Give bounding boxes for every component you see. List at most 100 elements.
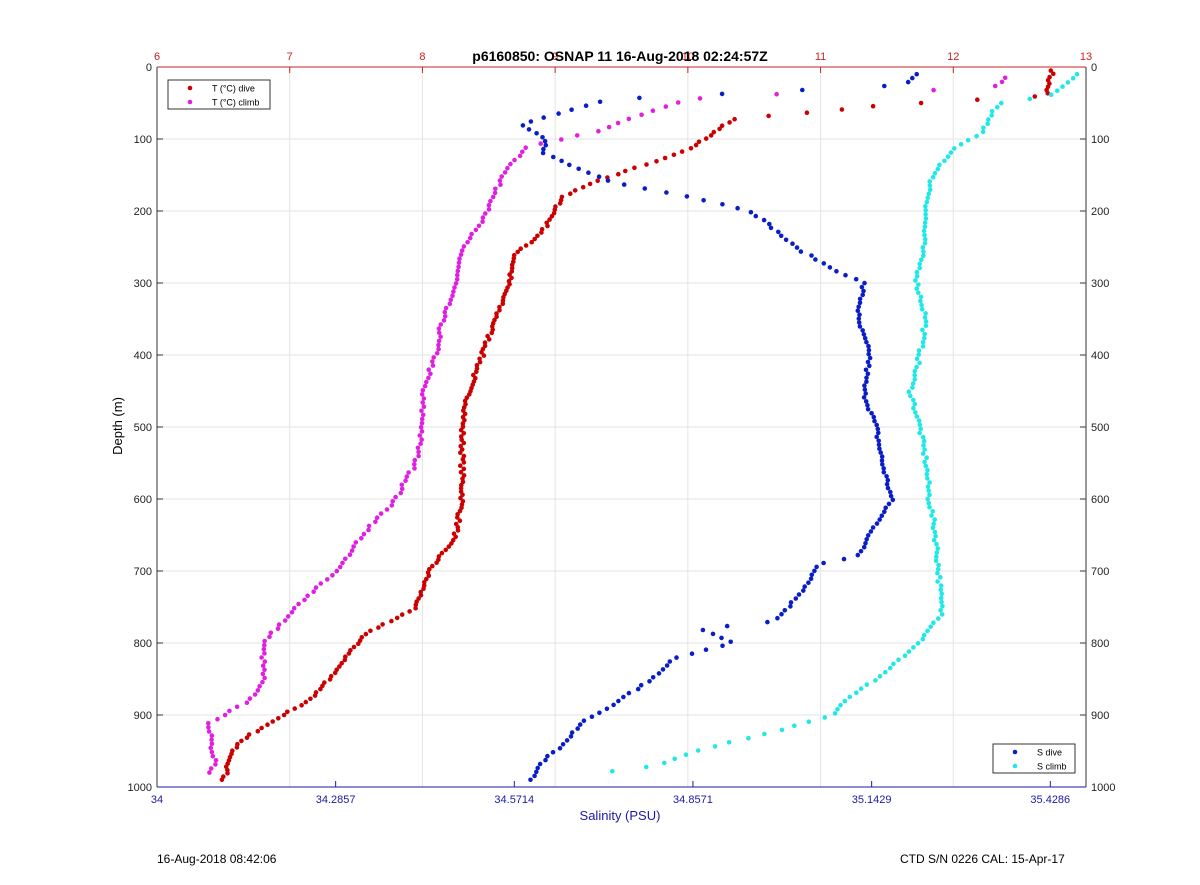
data-point: [461, 244, 467, 249]
data-point: [834, 269, 839, 274]
data-point: [208, 766, 214, 771]
data-point: [568, 734, 574, 739]
data-point: [209, 733, 215, 738]
data-point: [497, 178, 503, 183]
data-point: [927, 187, 933, 192]
data-point: [779, 727, 785, 733]
data-point: [861, 332, 867, 337]
data-point: [343, 556, 348, 562]
data-point: [914, 274, 920, 279]
data-point: [896, 657, 901, 663]
data-point: [679, 149, 685, 154]
data-point: [908, 393, 913, 399]
data-point: [927, 492, 932, 498]
data-point: [337, 664, 342, 669]
data-point: [920, 344, 926, 349]
data-point: [448, 297, 454, 303]
data-point: [455, 528, 461, 533]
data-point: [870, 103, 876, 109]
data-point: [206, 725, 211, 730]
data-point: [227, 708, 232, 714]
data-point: [209, 749, 215, 755]
data-point: [720, 202, 725, 207]
legend-box: [167, 79, 271, 110]
data-point: [312, 693, 318, 698]
data-point: [866, 343, 871, 349]
data-point: [936, 616, 941, 621]
chart-title: p6160850: OSNAP 11 16-Aug-2018 02:24:57Z: [472, 48, 768, 64]
data-point: [927, 183, 933, 188]
data-point: [509, 262, 515, 268]
data-point: [842, 698, 848, 704]
data-point: [719, 123, 725, 128]
data-point: [884, 474, 889, 479]
data-point: [457, 518, 463, 523]
data-point: [337, 564, 343, 570]
data-point: [933, 533, 938, 539]
data-point: [621, 694, 626, 700]
data-point: [461, 466, 467, 472]
data-point: [925, 195, 930, 201]
data-point: [806, 580, 811, 585]
data-point: [937, 162, 942, 168]
data-point: [434, 560, 439, 566]
data-point: [289, 610, 295, 615]
data-point: [890, 497, 896, 503]
data-point: [442, 309, 448, 315]
data-point: [1065, 80, 1071, 85]
data-point: [877, 446, 882, 452]
data-point: [518, 246, 523, 251]
data-point: [498, 182, 503, 187]
data-point: [346, 651, 352, 656]
data-point: [939, 599, 944, 605]
data-point: [626, 690, 632, 696]
data-point: [913, 278, 918, 283]
data-point: [888, 489, 893, 495]
data-point: [663, 104, 669, 109]
data-point: [380, 622, 385, 627]
data-point: [222, 712, 228, 718]
y-tick-label: 1000: [128, 782, 152, 794]
data-point: [866, 351, 871, 357]
y-tick-label-right: 200: [1091, 206, 1109, 218]
data-point: [921, 632, 927, 638]
data-point: [215, 716, 220, 722]
data-point: [922, 220, 928, 225]
data-point: [911, 397, 916, 403]
data-point: [436, 330, 442, 336]
data-point: [538, 141, 543, 146]
data-point: [938, 608, 943, 613]
data-point: [934, 554, 939, 559]
data-point: [932, 517, 937, 522]
data-point: [419, 416, 425, 422]
data-point: [262, 642, 267, 648]
data-point: [922, 315, 928, 320]
data-point: [876, 442, 882, 448]
data-point: [874, 434, 879, 440]
data-point: [864, 375, 869, 381]
data-point: [453, 534, 459, 540]
data-point: [902, 653, 908, 658]
data-point: [879, 513, 885, 518]
data-point: [589, 714, 595, 719]
data-point: [436, 326, 442, 331]
legend-marker: [187, 99, 193, 105]
data-point: [587, 181, 593, 187]
data-point: [334, 568, 340, 574]
data-point: [398, 490, 404, 496]
data-point: [430, 363, 436, 368]
data-point: [209, 741, 215, 747]
data-point: [697, 96, 703, 101]
data-point: [595, 178, 600, 183]
legends: T (°C) dive T (°C) climb S dive S climb: [167, 79, 1076, 774]
data-point: [922, 459, 927, 465]
data-point: [938, 583, 944, 588]
data-point: [299, 703, 304, 708]
data-point: [523, 243, 529, 248]
data-point: [905, 79, 911, 85]
data-point: [260, 679, 265, 685]
data-point: [884, 481, 890, 487]
y-tick-label: 400: [134, 350, 152, 362]
data-point: [457, 508, 463, 514]
data-point: [486, 202, 492, 208]
